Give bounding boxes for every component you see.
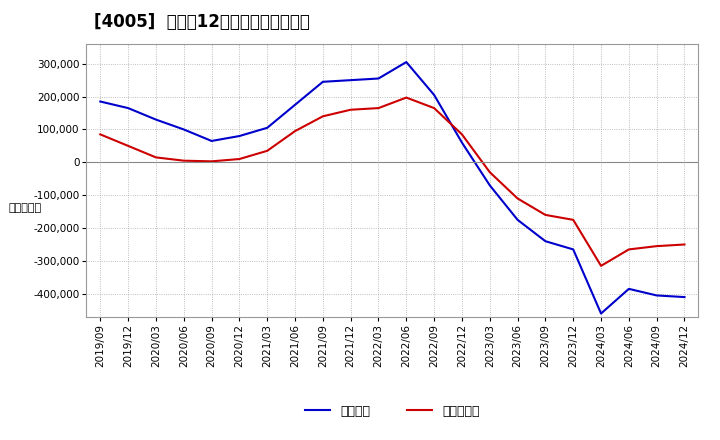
Line: 当期純利益: 当期純利益 [100,98,685,266]
経常利益 [207,138,216,143]
経常利益 [263,125,271,130]
経常利益 [652,293,661,298]
当期純利益 [458,132,467,137]
経常利益 [458,140,467,145]
当期純利益 [124,143,132,149]
経常利益 [541,238,550,244]
経常利益 [235,133,243,139]
当期純利益 [235,156,243,161]
Y-axis label: （百万円）: （百万円） [9,203,42,213]
当期純利益 [624,247,633,252]
当期純利益 [207,159,216,164]
当期純利益 [513,196,522,201]
当期純利益 [402,95,410,100]
経常利益 [291,102,300,107]
当期純利益 [541,212,550,217]
経常利益 [430,92,438,98]
当期純利益 [652,243,661,249]
Legend: 経常利益, 当期純利益: 経常利益, 当期純利益 [305,405,480,418]
経常利益 [513,217,522,223]
経常利益 [179,127,188,132]
経常利益 [569,247,577,252]
当期純利益 [597,263,606,268]
経常利益 [374,76,383,81]
当期純利益 [179,158,188,163]
当期純利益 [346,107,355,112]
経常利益 [680,294,689,300]
経常利益 [402,59,410,65]
当期純利益 [318,114,327,119]
経常利益 [346,77,355,83]
当期純利益 [152,155,161,160]
当期純利益 [485,169,494,175]
当期純利益 [96,132,104,137]
当期純利益 [569,217,577,223]
Line: 経常利益: 経常利益 [100,62,685,314]
経常利益 [597,311,606,316]
当期純利益 [430,106,438,111]
当期純利益 [374,106,383,111]
当期純利益 [291,128,300,134]
経常利益 [624,286,633,292]
当期純利益 [263,148,271,154]
経常利益 [96,99,104,104]
経常利益 [124,106,132,111]
Text: [4005]  利益の12か月移動合計の推移: [4005] 利益の12か月移動合計の推移 [94,13,310,31]
経常利益 [485,183,494,188]
経常利益 [152,117,161,122]
経常利益 [318,79,327,84]
当期純利益 [680,242,689,247]
